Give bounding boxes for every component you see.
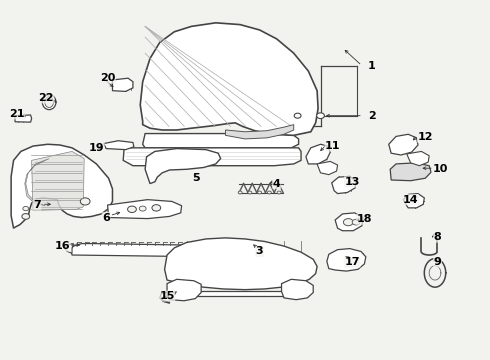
Text: 5: 5 [193, 173, 200, 183]
Circle shape [127, 206, 136, 212]
Text: 16: 16 [54, 241, 70, 251]
Polygon shape [327, 249, 366, 271]
Text: 2: 2 [368, 111, 375, 121]
Text: 13: 13 [344, 177, 360, 187]
Text: 18: 18 [357, 214, 372, 224]
Text: 22: 22 [38, 93, 54, 103]
Polygon shape [145, 149, 220, 184]
Polygon shape [332, 176, 356, 194]
Circle shape [294, 113, 301, 118]
Polygon shape [31, 152, 84, 210]
Polygon shape [407, 152, 429, 166]
Circle shape [248, 191, 252, 194]
Circle shape [152, 204, 161, 211]
Polygon shape [15, 115, 31, 122]
Circle shape [352, 219, 360, 225]
Circle shape [80, 198, 90, 205]
Circle shape [23, 206, 29, 211]
Polygon shape [165, 238, 317, 290]
Circle shape [139, 206, 146, 211]
Text: 21: 21 [9, 109, 24, 119]
Text: 14: 14 [403, 195, 418, 204]
Text: 17: 17 [344, 257, 360, 267]
Ellipse shape [42, 95, 56, 110]
Text: 6: 6 [102, 212, 110, 222]
Polygon shape [335, 213, 363, 231]
Polygon shape [403, 194, 424, 208]
Text: 7: 7 [33, 200, 41, 210]
Polygon shape [65, 244, 74, 253]
Text: 12: 12 [417, 132, 433, 142]
Polygon shape [167, 292, 284, 296]
Polygon shape [11, 144, 113, 228]
Polygon shape [282, 279, 313, 300]
Polygon shape [25, 158, 49, 206]
Ellipse shape [45, 97, 53, 108]
Text: 11: 11 [325, 141, 341, 151]
Circle shape [277, 191, 281, 194]
Polygon shape [71, 244, 193, 256]
Polygon shape [306, 144, 330, 164]
Polygon shape [389, 134, 418, 155]
Polygon shape [167, 279, 201, 301]
Text: 20: 20 [100, 73, 115, 83]
Text: 3: 3 [256, 247, 264, 256]
Text: 4: 4 [273, 179, 281, 189]
Polygon shape [140, 23, 318, 135]
Text: 1: 1 [368, 61, 375, 71]
Text: 19: 19 [89, 143, 104, 153]
Circle shape [258, 191, 262, 194]
Polygon shape [317, 161, 338, 175]
Text: 9: 9 [434, 257, 441, 267]
Polygon shape [104, 141, 134, 150]
Circle shape [238, 191, 242, 194]
Text: 15: 15 [159, 291, 175, 301]
Circle shape [317, 113, 324, 118]
Polygon shape [113, 78, 133, 91]
Polygon shape [160, 293, 170, 303]
Circle shape [22, 213, 30, 219]
Text: 8: 8 [434, 232, 441, 242]
Circle shape [343, 219, 353, 226]
Polygon shape [143, 134, 298, 148]
Text: 10: 10 [432, 164, 447, 174]
Circle shape [268, 191, 271, 194]
Polygon shape [225, 125, 294, 139]
Polygon shape [123, 148, 301, 166]
Polygon shape [108, 200, 182, 219]
Polygon shape [390, 163, 431, 181]
